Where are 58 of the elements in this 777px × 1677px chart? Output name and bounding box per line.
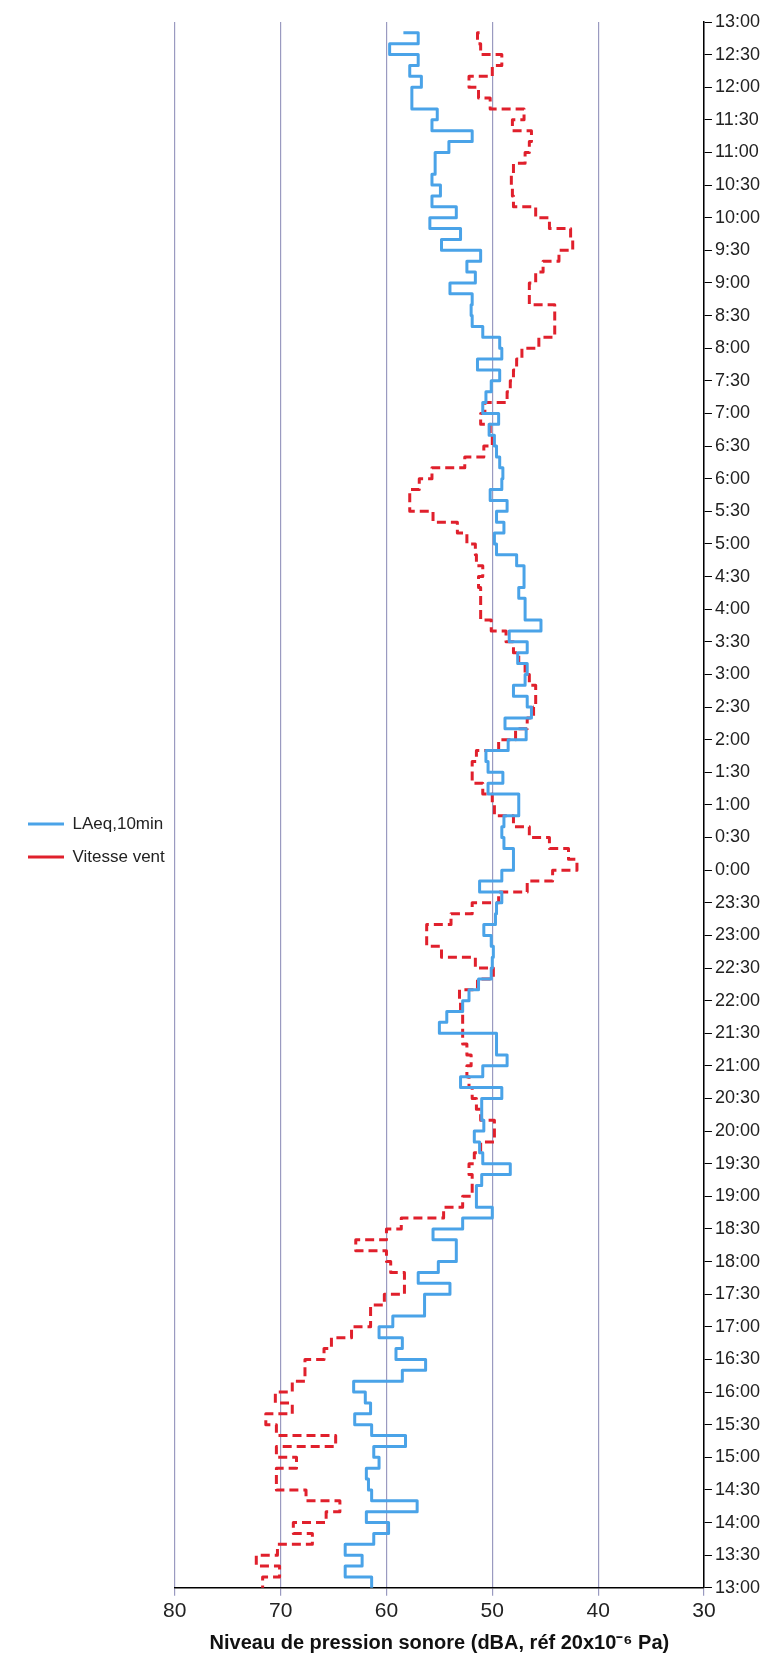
y-tick-label: 20:00 [714, 1120, 760, 1141]
y-tick-label: 5:00 [714, 532, 750, 553]
x-axis-title: Niveau de pression sonore (dBA, réf 20x10⁻⁶ Pa) [209, 1630, 670, 1653]
y-tick-label: 2:00 [714, 728, 750, 749]
y-tick-label: 15:00 [714, 1446, 760, 1467]
y-tick-label: 4:00 [714, 598, 750, 619]
y-tick-label: 14:30 [714, 1478, 760, 1499]
x-tick-label: 80 [163, 1598, 187, 1622]
y-tick-label: 11:00 [714, 141, 759, 162]
y-tick-label: 16:00 [714, 1381, 760, 1402]
y-tick-label: 11:30 [714, 108, 759, 129]
y-tick-label: 19:30 [714, 1152, 760, 1173]
y-tick-label: 17:30 [714, 1283, 760, 1304]
legend-label: LAeq,10min [72, 813, 164, 833]
x-tick-label: 30 [692, 1598, 716, 1622]
y-tick-label: 16:30 [714, 1348, 760, 1369]
y-tick-label: 12:00 [714, 76, 760, 97]
y-tick-label: 17:00 [714, 1315, 760, 1336]
y-tick-label: 8:30 [714, 304, 750, 325]
y-tick-label: 21:00 [714, 1054, 760, 1075]
y-tick-label: 9:30 [714, 239, 750, 260]
x-tick-label: 50 [480, 1598, 504, 1622]
y-tick-label: 2:30 [714, 696, 750, 717]
y-tick-label: 12:30 [714, 43, 760, 64]
y-tick-label: 13:00 [714, 10, 760, 31]
y-tick-label: 0:00 [714, 859, 750, 880]
y-tick-label: 10:30 [714, 174, 760, 195]
y-tick-label: 4:30 [714, 565, 750, 586]
y-tick-label: 15:30 [714, 1413, 760, 1434]
y-tick-label: 3:30 [714, 630, 750, 651]
y-tick-label: 23:30 [714, 891, 760, 912]
y-tick-label: 23:00 [714, 924, 760, 945]
x-tick-label: 70 [268, 1598, 293, 1622]
y-tick-label: 22:00 [714, 989, 760, 1010]
y-tick-label: 7:30 [714, 369, 750, 390]
y-tick-label: 6:30 [714, 435, 750, 456]
y-tick-label: 18:00 [714, 1250, 760, 1271]
y-tick-label: 14:00 [714, 1511, 760, 1532]
y-tick-label: 6:00 [714, 467, 750, 488]
y-tick-label: 7:00 [714, 402, 750, 423]
y-tick-label: 22:30 [714, 956, 760, 977]
y-tick-label: 19:00 [714, 1185, 760, 1206]
y-tick-label: 0:30 [714, 826, 750, 847]
y-tick-label: 1:00 [714, 793, 750, 814]
y-tick-label: 18:30 [714, 1217, 760, 1238]
y-tick-label: 13:00 [714, 1576, 760, 1597]
y-tick-label: 8:00 [714, 337, 750, 358]
y-tick-label: 9:00 [714, 271, 750, 292]
y-tick-label: 1:30 [714, 761, 750, 782]
x-tick-label: 40 [586, 1598, 610, 1622]
y-tick-label: 13:30 [714, 1544, 760, 1565]
y-tick-label: 3:00 [714, 663, 750, 684]
y-tick-label: 20:30 [714, 1087, 760, 1108]
legend-label: Vitesse vent [72, 846, 166, 866]
y-tick-label: 10:00 [714, 206, 760, 227]
y-tick-label: 21:30 [714, 1022, 760, 1043]
y-tick-label: 5:30 [714, 500, 750, 521]
x-tick-label: 60 [374, 1598, 399, 1622]
